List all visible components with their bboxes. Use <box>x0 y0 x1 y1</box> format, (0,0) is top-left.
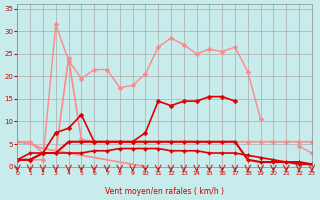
X-axis label: Vent moyen/en rafales ( km/h ): Vent moyen/en rafales ( km/h ) <box>105 187 224 196</box>
